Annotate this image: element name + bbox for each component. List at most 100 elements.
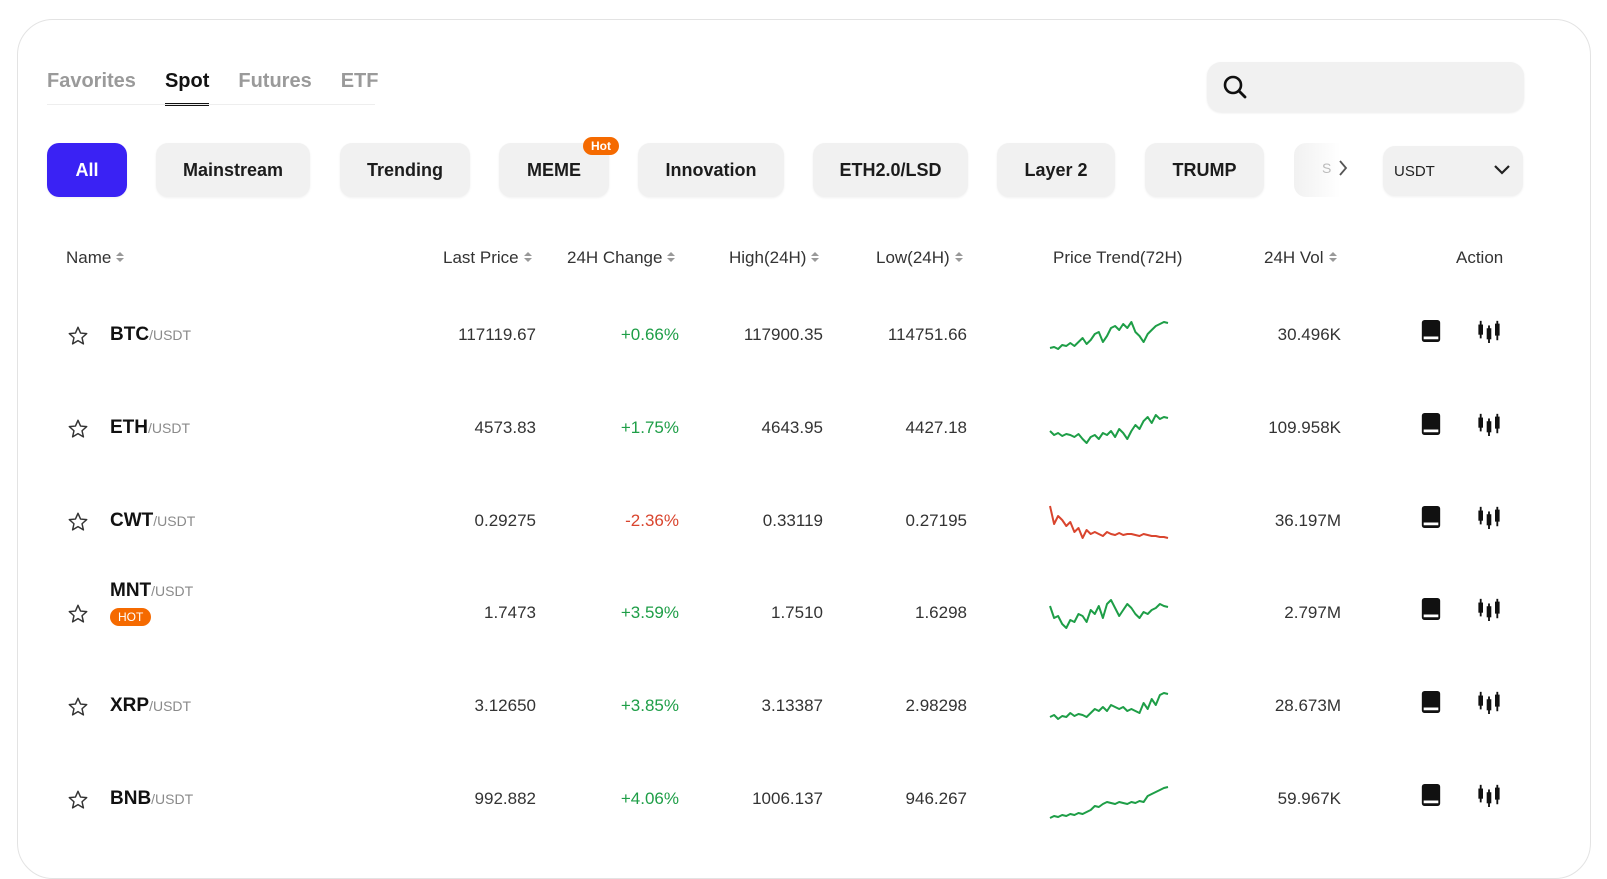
- orderbook-icon[interactable]: [1420, 782, 1444, 810]
- col-action: Action: [1456, 248, 1503, 268]
- change-24h: +3.85%: [620, 696, 679, 715]
- candlestick-chart-icon[interactable]: [1477, 411, 1501, 439]
- search-box[interactable]: [1207, 62, 1524, 112]
- change-24h: +4.06%: [620, 789, 679, 808]
- pair-symbol[interactable]: MNT/USDT: [110, 580, 193, 602]
- change-24h: -2.36%: [625, 511, 679, 530]
- candlestick-chart-icon[interactable]: [1477, 689, 1501, 717]
- candlestick-chart-icon[interactable]: [1477, 782, 1501, 810]
- sort-icon: [116, 252, 125, 264]
- last-price: 3.12650: [474, 696, 536, 715]
- tab-futures[interactable]: Futures: [238, 70, 312, 92]
- tab-etf[interactable]: ETF: [340, 70, 379, 92]
- search-input[interactable]: [1259, 72, 1509, 102]
- category-all[interactable]: All: [47, 143, 127, 197]
- orderbook-icon[interactable]: [1420, 504, 1444, 532]
- pair-symbol[interactable]: ETH/USDT: [110, 417, 190, 439]
- base-symbol: CWT: [110, 510, 154, 531]
- table-row[interactable]: BNB/USDT 992.882 +4.06% 1006.137 946.267…: [40, 754, 1540, 846]
- low-24h: 946.267: [905, 789, 967, 808]
- high-24h: 1.7510: [771, 603, 823, 622]
- high-24h: 4643.95: [761, 418, 823, 437]
- candlestick-chart-icon[interactable]: [1477, 504, 1501, 532]
- pair-symbol[interactable]: BTC/USDT: [110, 324, 191, 346]
- change-24h: +3.59%: [620, 603, 679, 622]
- base-symbol: BNB: [110, 788, 152, 809]
- price-trend-sparkline: [1049, 692, 1169, 720]
- category-trending[interactable]: Trending: [340, 143, 470, 197]
- hot-badge: HOT: [110, 608, 152, 626]
- sort-icon: [954, 252, 963, 264]
- col-low-label: Low(24H): [876, 248, 950, 267]
- last-price: 117119.67: [458, 325, 536, 344]
- table-row[interactable]: MNT/USDT HOT 1.7473 +3.59% 1.7510 1.6298…: [40, 568, 1540, 660]
- price-trend-sparkline: [1049, 505, 1169, 539]
- price-trend-sparkline: [1049, 321, 1169, 350]
- search-icon: [1223, 75, 1247, 99]
- star-icon[interactable]: [67, 511, 89, 533]
- category-meme[interactable]: MEME Hot: [499, 137, 619, 197]
- sort-icon: [1328, 252, 1337, 264]
- orderbook-icon[interactable]: [1420, 411, 1444, 439]
- pair-symbol[interactable]: BNB/USDT: [110, 788, 193, 810]
- low-24h: 114751.66: [887, 325, 967, 344]
- col-name-label: Name: [66, 248, 112, 267]
- candlestick-chart-icon[interactable]: [1477, 596, 1501, 624]
- orderbook-icon[interactable]: [1420, 689, 1444, 717]
- pair-symbol[interactable]: XRP/USDT: [110, 695, 191, 717]
- last-price: 4573.83: [474, 418, 536, 437]
- sparkline-path: [1049, 599, 1169, 629]
- category-overflow[interactable]: S: [1294, 143, 1352, 197]
- star-icon[interactable]: [67, 696, 89, 718]
- table-row[interactable]: ETH/USDT 4573.83 +1.75% 4643.95 4427.18 …: [40, 383, 1540, 475]
- quote-symbol: /USDT: [148, 420, 190, 436]
- star-icon[interactable]: [67, 603, 89, 625]
- star-icon[interactable]: [67, 789, 89, 811]
- category-layer2[interactable]: Layer 2: [997, 143, 1115, 197]
- table-row[interactable]: CWT/USDT 0.29275 -2.36% 0.33119 0.27195 …: [40, 476, 1540, 568]
- quote-currency-value: USDT: [1394, 163, 1435, 180]
- volume-24h: 109.958K: [1268, 418, 1341, 437]
- quote-currency-select[interactable]: USDT: [1383, 146, 1523, 196]
- category-meme-label: MEME: [527, 159, 581, 180]
- orderbook-icon[interactable]: [1420, 318, 1444, 346]
- candlestick-chart-icon[interactable]: [1477, 318, 1501, 346]
- quote-symbol: /USDT: [151, 791, 194, 807]
- quote-symbol: /USDT: [149, 698, 192, 714]
- chevron-right-icon[interactable]: [1333, 158, 1353, 178]
- col-high[interactable]: High(24H): [729, 248, 820, 268]
- star-icon[interactable]: [67, 325, 89, 347]
- change-24h: +0.66%: [620, 325, 679, 344]
- col-price-trend: Price Trend(72H): [1053, 248, 1182, 268]
- base-symbol: ETH: [110, 417, 148, 438]
- category-trump[interactable]: TRUMP: [1145, 143, 1264, 197]
- high-24h: 1006.137: [752, 789, 823, 808]
- col-last-price[interactable]: Last Price: [443, 248, 532, 268]
- col-price-trend-label: Price Trend(72H): [1053, 248, 1183, 267]
- category-eth2-lsd[interactable]: ETH2.0/LSD: [813, 143, 968, 197]
- volume-24h: 36.197M: [1274, 511, 1341, 530]
- category-innovation[interactable]: Innovation: [638, 143, 784, 197]
- sort-icon: [523, 252, 532, 264]
- category-mainstream[interactable]: Mainstream: [156, 143, 310, 197]
- sort-icon: [667, 252, 676, 264]
- volume-24h: 30.496K: [1277, 325, 1341, 344]
- table-row[interactable]: BTC/USDT 117119.67 +0.66% 117900.35 1147…: [40, 290, 1540, 382]
- col-24h-vol[interactable]: 24H Vol: [1264, 248, 1337, 268]
- col-last-price-label: Last Price: [443, 248, 519, 267]
- high-24h: 117900.35: [743, 325, 823, 344]
- orderbook-icon[interactable]: [1420, 596, 1444, 624]
- change-24h: +1.75%: [620, 418, 679, 437]
- pair-symbol[interactable]: CWT/USDT: [110, 510, 195, 532]
- tab-spot[interactable]: Spot: [164, 70, 210, 106]
- col-name[interactable]: Name: [66, 248, 125, 268]
- tab-favorites[interactable]: Favorites: [47, 70, 136, 92]
- base-symbol: MNT: [110, 580, 152, 601]
- low-24h: 1.6298: [915, 603, 967, 622]
- category-overflow-label: S: [1322, 160, 1332, 176]
- star-icon[interactable]: [67, 418, 89, 440]
- low-24h: 2.98298: [905, 696, 967, 715]
- col-24h-change[interactable]: 24H Change: [567, 248, 676, 268]
- table-row[interactable]: XRP/USDT 3.12650 +3.85% 3.13387 2.98298 …: [40, 661, 1540, 753]
- col-low[interactable]: Low(24H): [876, 248, 963, 268]
